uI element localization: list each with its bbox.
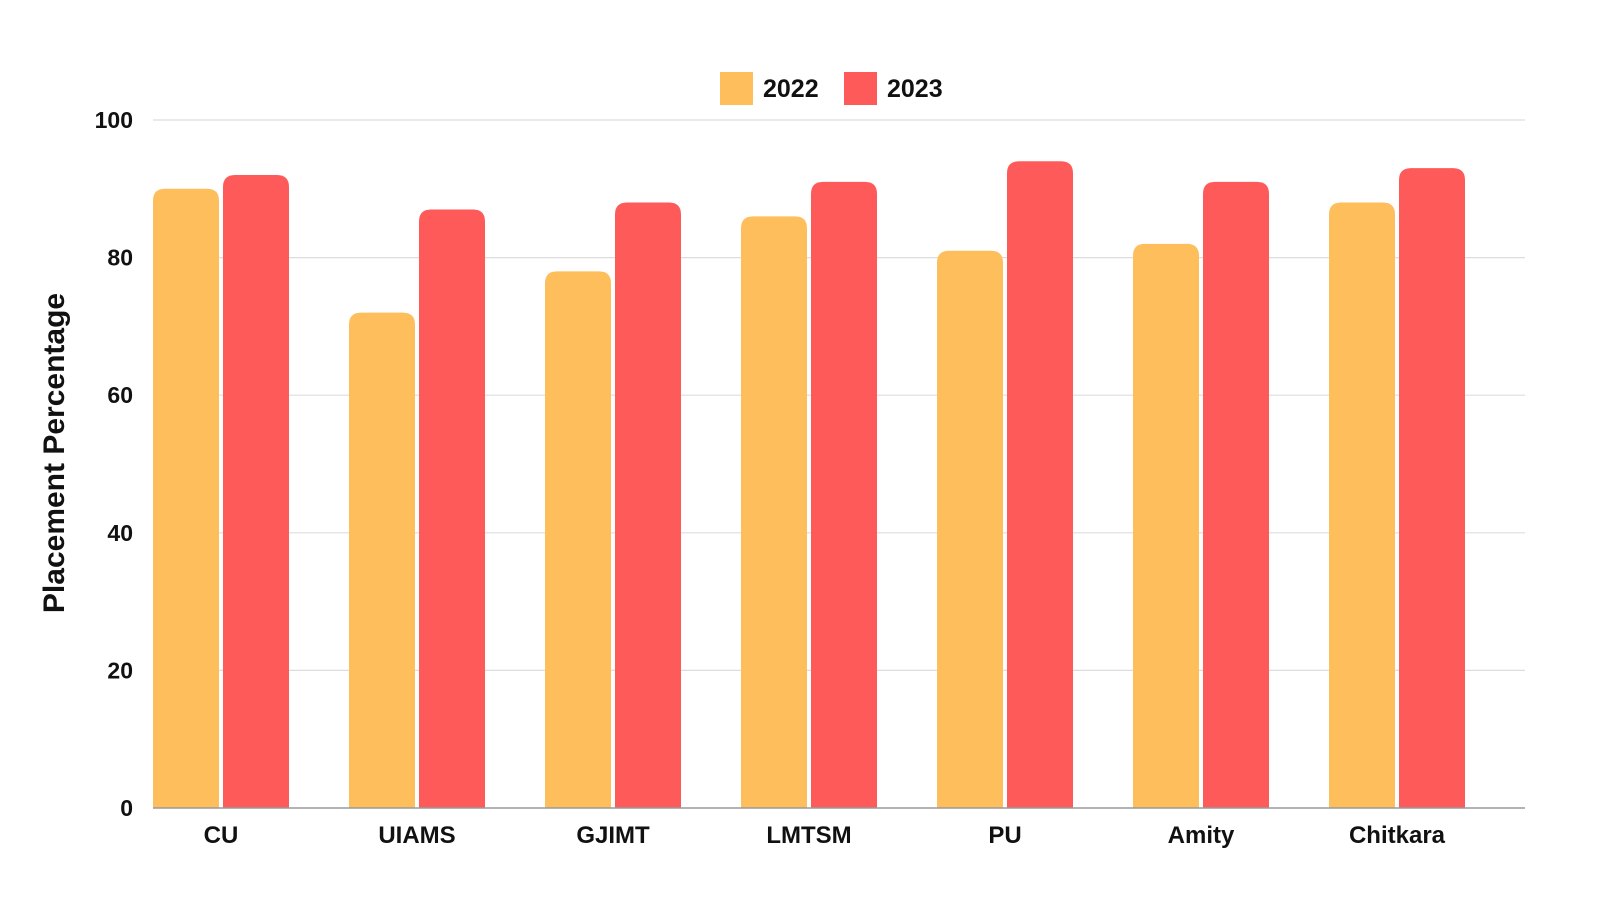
x-tick-label: PU	[988, 822, 1021, 849]
legend-swatch-2023	[844, 72, 877, 105]
y-tick-label: 0	[120, 795, 133, 821]
bar-2023-amity	[1203, 181, 1269, 809]
x-tick-labels: CU UIAMS GJIMT LMTSM PU Amity Chitkara	[204, 822, 1446, 849]
x-tick-label: UIAMS	[378, 822, 455, 849]
bar-2022-uiams	[349, 312, 415, 808]
y-tick-label: 100	[95, 107, 133, 133]
bar-2023-lmtsm	[811, 181, 877, 809]
bar-2022-lmtsm	[741, 216, 807, 808]
y-tick-label: 80	[107, 245, 133, 271]
legend-label: 2022	[763, 75, 819, 103]
y-tick-label: 60	[107, 382, 133, 408]
x-tick-label: Chitkara	[1349, 822, 1446, 849]
y-axis-label: Placement Percentage	[38, 293, 71, 613]
bar-2022-cu	[153, 188, 219, 809]
bar-2022-amity	[1133, 243, 1199, 809]
bar-2023-cu	[223, 175, 289, 809]
legend: 2022 2023	[720, 72, 943, 105]
y-tick-label: 20	[107, 657, 133, 683]
bar-2023-gjimt	[615, 202, 681, 808]
legend-swatch-2022	[720, 72, 753, 105]
y-tick-label: 40	[107, 520, 133, 546]
bar-2022-gjimt	[545, 271, 611, 808]
x-tick-label: Amity	[1168, 822, 1235, 849]
x-tick-label: CU	[204, 822, 239, 849]
bars	[153, 161, 1465, 809]
y-tick-labels: 0 20 40 60 80 100	[95, 107, 133, 821]
bar-2022-chitkara	[1329, 202, 1395, 808]
legend-label: 2023	[887, 75, 943, 103]
bar-2023-pu	[1007, 161, 1073, 808]
x-tick-label: GJIMT	[576, 822, 650, 849]
x-tick-label: LMTSM	[766, 822, 851, 849]
bar-2022-pu	[937, 250, 1003, 809]
bar-2023-uiams	[419, 209, 485, 808]
bar-2023-chitkara	[1399, 168, 1465, 808]
